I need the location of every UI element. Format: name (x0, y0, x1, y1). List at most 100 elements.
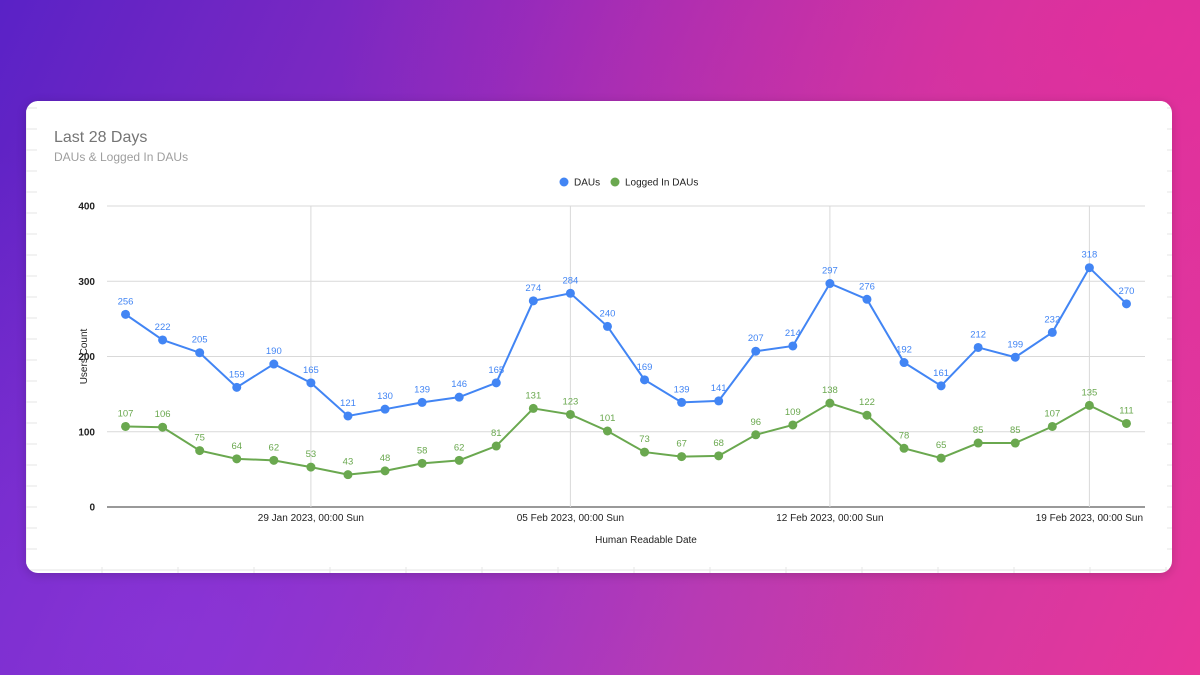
data-point[interactable] (528, 403, 538, 413)
data-point[interactable] (528, 296, 538, 306)
data-point[interactable] (1010, 438, 1020, 448)
data-label: 138 (822, 385, 838, 396)
data-label: 135 (1081, 387, 1097, 398)
data-point[interactable] (565, 409, 575, 419)
data-point[interactable] (417, 397, 427, 407)
y-tick-label: 400 (78, 202, 95, 213)
data-label: 276 (859, 281, 875, 292)
legend-label: Logged In DAUs (625, 178, 698, 189)
data-point[interactable] (788, 420, 798, 430)
data-point[interactable] (677, 452, 687, 462)
data-point[interactable] (788, 341, 798, 351)
data-point[interactable] (158, 335, 168, 345)
data-point[interactable] (602, 426, 612, 436)
data-label: 139 (674, 384, 690, 395)
data-point[interactable] (195, 446, 205, 456)
y-tick-label: 300 (78, 277, 95, 288)
data-label: 111 (1119, 405, 1133, 416)
data-point[interactable] (751, 430, 761, 440)
data-point[interactable] (973, 342, 983, 352)
data-point[interactable] (195, 348, 205, 358)
data-point[interactable] (232, 382, 242, 392)
data-point[interactable] (306, 462, 316, 472)
data-label: 130 (377, 391, 393, 402)
data-point[interactable] (491, 378, 501, 388)
data-label: 207 (748, 333, 764, 344)
data-point[interactable] (825, 398, 835, 408)
data-point[interactable] (751, 346, 761, 356)
data-label: 232 (1044, 314, 1060, 325)
data-label: 58 (417, 445, 428, 456)
data-point[interactable] (343, 411, 353, 421)
data-point[interactable] (973, 438, 983, 448)
data-label: 85 (1010, 425, 1021, 436)
data-label: 122 (859, 397, 875, 408)
data-label: 62 (269, 442, 280, 453)
data-point[interactable] (602, 321, 612, 331)
data-point[interactable] (640, 447, 650, 457)
data-label: 270 (1119, 286, 1135, 297)
data-label: 274 (525, 283, 541, 294)
data-label: 43 (343, 457, 354, 468)
data-point[interactable] (1047, 327, 1057, 337)
data-point[interactable] (1010, 352, 1020, 362)
x-axis-title: Human Readable Date (595, 535, 697, 546)
data-point[interactable] (825, 279, 835, 289)
data-point[interactable] (491, 441, 501, 451)
data-label: 48 (380, 453, 391, 464)
y-axis-title: Users Count (79, 328, 90, 384)
data-point[interactable] (232, 454, 242, 464)
data-label: 190 (266, 346, 282, 357)
data-label: 256 (118, 296, 134, 307)
series-line-1 (125, 402, 1127, 476)
data-label: 109 (785, 407, 801, 418)
data-point[interactable] (640, 375, 650, 385)
data-label: 214 (785, 328, 801, 339)
data-point[interactable] (936, 453, 946, 463)
x-tick-label: 29 Jan 2023, 00:00 Sun (258, 513, 364, 524)
data-point[interactable] (380, 404, 390, 414)
data-label: 65 (936, 440, 947, 451)
data-point[interactable] (269, 359, 279, 369)
legend-item-1[interactable]: Logged In DAUs (610, 177, 699, 189)
data-point[interactable] (1047, 421, 1057, 431)
data-point[interactable] (454, 392, 464, 402)
data-point[interactable] (1084, 263, 1094, 273)
data-label: 222 (155, 322, 171, 333)
data-point[interactable] (1084, 400, 1094, 410)
data-point[interactable] (862, 294, 872, 304)
data-label: 81 (491, 428, 502, 439)
data-point[interactable] (899, 358, 909, 368)
data-label: 139 (414, 384, 430, 395)
data-point[interactable] (862, 410, 872, 420)
data-label: 199 (1007, 339, 1023, 350)
series-line-0 (124, 266, 1128, 418)
data-point[interactable] (417, 458, 427, 468)
data-point[interactable] (454, 455, 464, 465)
data-label: 169 (637, 362, 653, 373)
legend-item-0[interactable]: DAUs (559, 177, 601, 189)
legend-marker (610, 177, 620, 187)
data-point[interactable] (677, 397, 687, 407)
data-label: 284 (562, 275, 578, 286)
data-label: 165 (303, 365, 319, 376)
data-point[interactable] (714, 396, 724, 406)
data-point[interactable] (269, 455, 279, 465)
data-point[interactable] (565, 288, 575, 298)
data-point[interactable] (936, 381, 946, 391)
data-label: 121 (340, 398, 356, 409)
data-label: 73 (639, 434, 650, 445)
x-tick-label: 19 Feb 2023, 00:00 Sun (1036, 513, 1143, 524)
data-point[interactable] (121, 421, 131, 431)
data-point[interactable] (380, 466, 390, 476)
data-point[interactable] (899, 443, 909, 453)
data-label: 96 (750, 417, 761, 428)
chart-panel[interactable]: 0 100 200 300 400 29 Jan 2023, 00:00 Sun 05 Fe… (37, 101, 1167, 567)
data-point[interactable] (714, 451, 724, 461)
data-point[interactable] (158, 422, 168, 432)
data-point[interactable] (343, 470, 353, 480)
data-point[interactable] (1121, 299, 1131, 309)
data-point[interactable] (306, 378, 316, 388)
data-point[interactable] (1121, 418, 1131, 428)
data-point[interactable] (121, 309, 131, 319)
